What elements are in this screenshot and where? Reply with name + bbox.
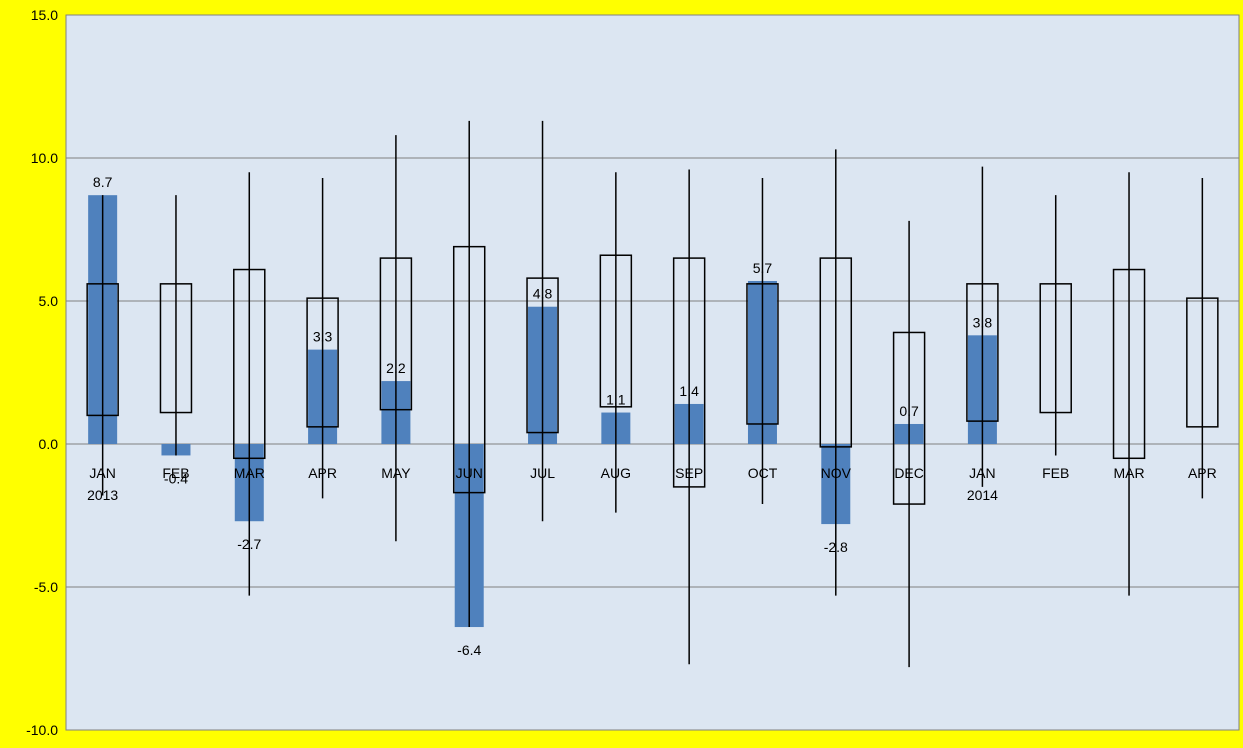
x-tick-label: JAN bbox=[969, 465, 995, 481]
data-label: 4.8 bbox=[533, 286, 553, 302]
x-axis-categories: JAN 2013 FEB MAR APR MAY JUN JUL AUG SEP OCT NOV DEC… bbox=[87, 465, 1217, 503]
data-label: 1.4 bbox=[679, 383, 699, 399]
x-tick-label: NOV bbox=[821, 465, 852, 481]
x-tick-label: SEP bbox=[675, 465, 703, 481]
range-box bbox=[306, 297, 339, 428]
data-label: -0.4 bbox=[164, 470, 188, 486]
data-label: 5.7 bbox=[753, 260, 773, 276]
range-box bbox=[1112, 268, 1146, 460]
whiskers bbox=[101, 120, 1204, 668]
range-box bbox=[1039, 283, 1072, 414]
y-tick-label: 15.0 bbox=[31, 7, 58, 23]
data-label: -2.8 bbox=[824, 539, 848, 555]
x-tick-label: FEB bbox=[162, 465, 189, 481]
x-tick-label: AUG bbox=[601, 465, 631, 481]
y-axis-ticks: 15.0 10.0 5.0 0.0 -5.0 -10.0 bbox=[26, 7, 58, 738]
range-box bbox=[452, 245, 486, 494]
data-label: -6.4 bbox=[457, 642, 481, 658]
boxes bbox=[86, 245, 1219, 505]
x-tick-year-label: 2014 bbox=[967, 487, 998, 503]
data-label: 0.7 bbox=[899, 403, 919, 419]
data-label: 2.2 bbox=[386, 360, 406, 376]
range-box bbox=[746, 283, 779, 425]
x-tick-label: OCT bbox=[748, 465, 778, 481]
plot-area bbox=[65, 14, 1240, 731]
range-box bbox=[379, 257, 413, 411]
y-tick-label: 10.0 bbox=[31, 150, 58, 166]
x-tick-label: JUN bbox=[456, 465, 483, 481]
x-tick-label: FEB bbox=[1042, 465, 1069, 481]
x-tick-label: JUL bbox=[530, 465, 555, 481]
range-box bbox=[159, 283, 193, 414]
y-tick-label: 0.0 bbox=[39, 436, 59, 452]
range-box bbox=[1186, 297, 1219, 428]
range-box bbox=[672, 257, 706, 488]
data-label: 1.1 bbox=[606, 392, 626, 408]
x-tick-label: APR bbox=[308, 465, 337, 481]
range-box bbox=[599, 254, 633, 408]
x-tick-label: MAR bbox=[1113, 465, 1144, 481]
x-tick-label: APR bbox=[1188, 465, 1217, 481]
x-tick-label: JAN bbox=[89, 465, 115, 481]
data-label: 3.8 bbox=[973, 314, 993, 330]
data-label: -2.7 bbox=[237, 536, 261, 552]
y-tick-label: -5.0 bbox=[34, 579, 58, 595]
x-tick-year-label: 2013 bbox=[87, 487, 118, 503]
range-box bbox=[892, 331, 926, 505]
data-label: 8.7 bbox=[93, 174, 113, 190]
data-label: 3.3 bbox=[313, 329, 333, 345]
x-tick-label: MAY bbox=[381, 465, 411, 481]
x-tick-label: MAR bbox=[234, 465, 265, 481]
range-box bbox=[819, 257, 853, 448]
y-tick-label: -10.0 bbox=[26, 722, 58, 738]
x-tick-label: DEC bbox=[894, 465, 924, 481]
range-box bbox=[966, 283, 999, 422]
range-box bbox=[233, 268, 266, 460]
y-tick-label: 5.0 bbox=[39, 293, 59, 309]
range-box bbox=[86, 283, 119, 417]
range-box bbox=[526, 277, 559, 434]
data-labels: 8.7 -0.4 -2.7 3.3 2.2 -6.4 4.8 1.1 1.4 5.7 -2.8 0.7… bbox=[93, 174, 992, 658]
